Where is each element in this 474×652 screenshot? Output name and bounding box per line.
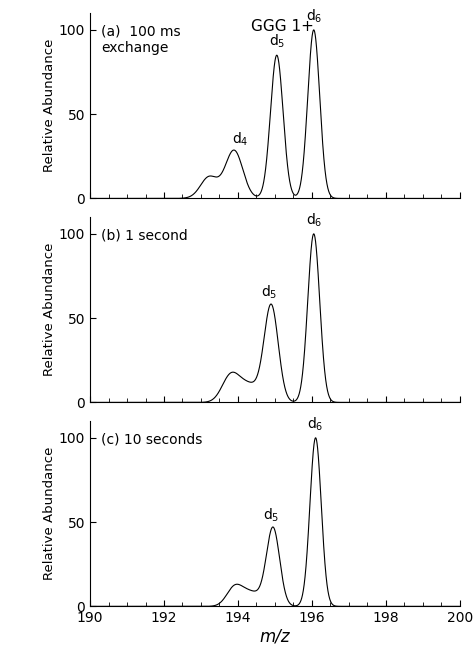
Text: d$_6$: d$_6$	[306, 7, 322, 25]
Text: d$_5$: d$_5$	[269, 33, 285, 50]
Text: d$_5$: d$_5$	[263, 507, 279, 524]
Text: d$_4$: d$_4$	[231, 130, 248, 148]
Y-axis label: Relative Abundance: Relative Abundance	[43, 39, 56, 172]
Y-axis label: Relative Abundance: Relative Abundance	[43, 447, 56, 580]
Text: d$_6$: d$_6$	[306, 211, 322, 229]
Text: GGG 1+: GGG 1+	[251, 19, 314, 34]
X-axis label: m/z: m/z	[260, 628, 290, 646]
Text: (a)  100 ms
exchange: (a) 100 ms exchange	[101, 24, 181, 55]
Text: d$_6$: d$_6$	[307, 415, 324, 433]
Text: (b) 1 second: (b) 1 second	[101, 228, 188, 242]
Text: (c) 10 seconds: (c) 10 seconds	[101, 432, 202, 446]
Y-axis label: Relative Abundance: Relative Abundance	[43, 243, 56, 376]
Text: d$_5$: d$_5$	[261, 284, 278, 301]
